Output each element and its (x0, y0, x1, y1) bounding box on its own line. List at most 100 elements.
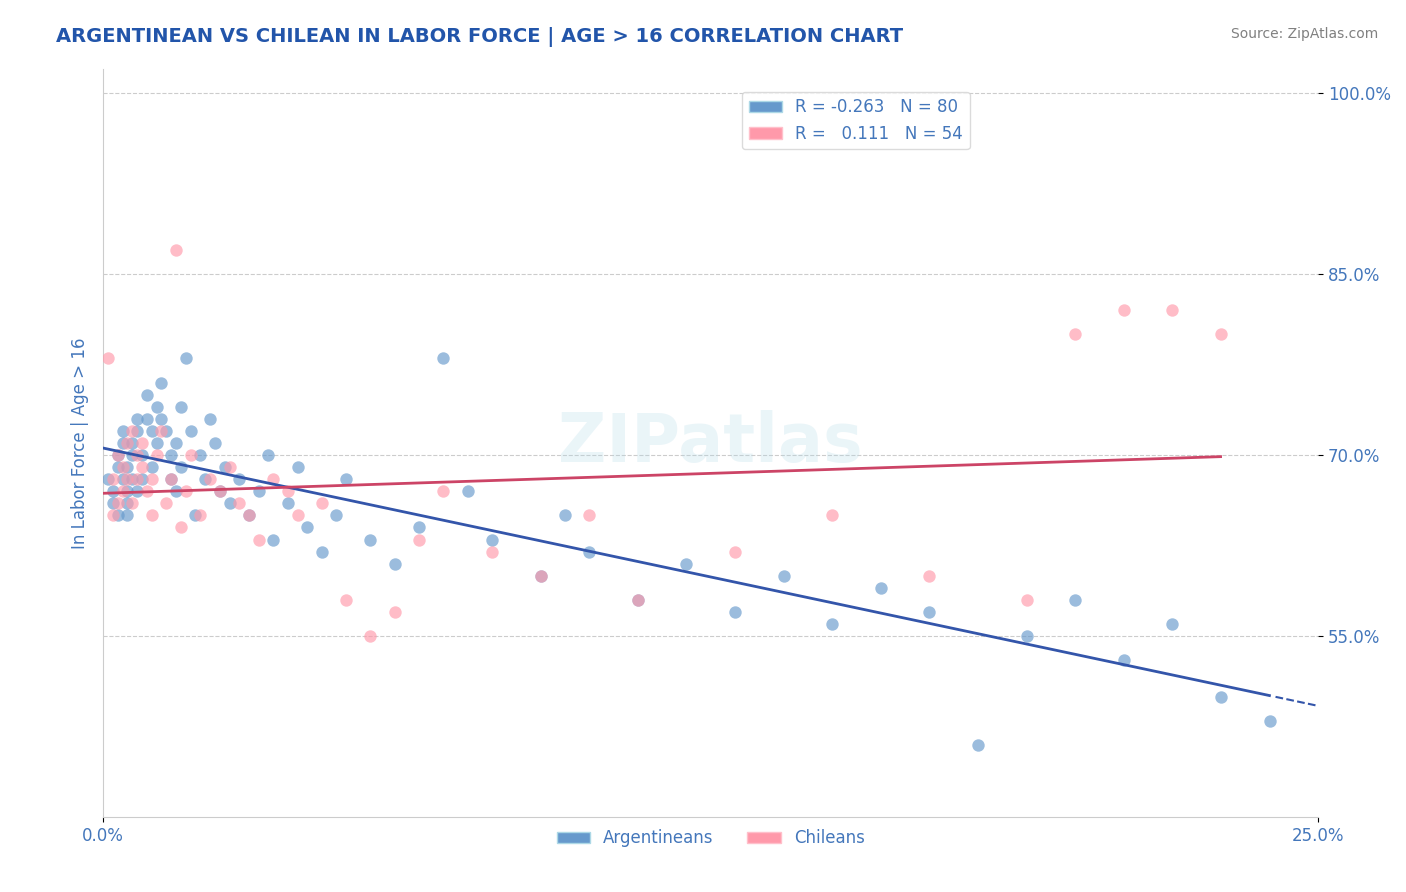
Point (145, 436, 167, 450)
Point (1161, 617, 1184, 632)
Point (247, 533, 270, 547)
Point (111, 472, 134, 486)
Point (145, 448, 167, 462)
Point (141, 460, 163, 475)
Point (247, 484, 270, 499)
Point (121, 424, 143, 438)
Point (127, 411, 149, 425)
Point (208, 484, 231, 499)
Point (117, 472, 139, 486)
Point (101, 496, 124, 510)
Point (155, 424, 177, 438)
Point (121, 436, 143, 450)
Point (457, 484, 479, 499)
Point (277, 484, 299, 499)
Point (141, 424, 163, 438)
Y-axis label: In Labor Force | Age > 16: In Labor Force | Age > 16 (72, 337, 89, 549)
Point (1064, 593, 1087, 607)
Point (194, 472, 217, 486)
Point (529, 569, 551, 583)
Point (141, 508, 163, 523)
Point (821, 617, 844, 632)
Point (432, 484, 454, 499)
Point (117, 508, 139, 523)
Point (1015, 629, 1038, 643)
Point (141, 472, 163, 486)
Point (107, 448, 129, 462)
Point (121, 448, 143, 462)
Point (135, 484, 157, 499)
Point (150, 411, 173, 425)
Point (432, 351, 454, 366)
Point (384, 557, 406, 571)
Point (107, 460, 129, 475)
Point (384, 605, 406, 619)
Point (627, 593, 650, 607)
Point (111, 460, 134, 475)
Point (117, 496, 139, 510)
Legend: Argentineans, Chileans: Argentineans, Chileans (550, 822, 872, 854)
Point (1112, 303, 1135, 318)
Point (180, 424, 202, 438)
Point (174, 351, 197, 366)
Point (188, 448, 211, 462)
Point (918, 605, 941, 619)
Point (160, 448, 183, 462)
Point (180, 448, 202, 462)
Point (214, 460, 236, 475)
Point (1112, 653, 1135, 667)
Point (1161, 303, 1184, 318)
Point (204, 436, 226, 450)
Point (170, 400, 193, 414)
Text: ARGENTINEAN VS CHILEAN IN LABOR FORCE | AGE > 16 CORRELATION CHART: ARGENTINEAN VS CHILEAN IN LABOR FORCE | … (56, 27, 904, 46)
Point (165, 436, 187, 450)
Point (335, 472, 357, 486)
Point (335, 593, 357, 607)
Point (277, 496, 299, 510)
Point (184, 508, 207, 523)
Point (311, 544, 333, 558)
Point (111, 484, 134, 499)
Point (165, 243, 187, 257)
Point (131, 460, 153, 475)
Point (107, 508, 129, 523)
Point (121, 496, 143, 510)
Point (160, 472, 183, 486)
Point (627, 593, 650, 607)
Point (554, 508, 576, 523)
Point (724, 605, 747, 619)
Point (131, 472, 153, 486)
Point (101, 508, 124, 523)
Point (408, 520, 430, 534)
Point (170, 460, 193, 475)
Point (1209, 327, 1232, 342)
Point (967, 738, 990, 752)
Point (724, 544, 747, 558)
Point (198, 472, 221, 486)
Point (198, 411, 221, 425)
Point (208, 484, 231, 499)
Point (117, 460, 139, 475)
Point (325, 508, 347, 523)
Point (165, 484, 187, 499)
Text: ZIPatlas: ZIPatlas (558, 410, 863, 476)
Point (150, 424, 173, 438)
Point (127, 448, 149, 462)
Point (287, 460, 309, 475)
Point (228, 496, 250, 510)
Point (481, 533, 503, 547)
Point (127, 424, 149, 438)
Point (311, 496, 333, 510)
Point (675, 557, 697, 571)
Point (1258, 714, 1281, 728)
Point (127, 472, 149, 486)
Point (262, 533, 284, 547)
Point (218, 496, 240, 510)
Point (238, 508, 260, 523)
Point (97, 351, 120, 366)
Point (238, 508, 260, 523)
Point (174, 484, 197, 499)
Point (1064, 327, 1087, 342)
Point (101, 484, 124, 499)
Point (257, 448, 280, 462)
